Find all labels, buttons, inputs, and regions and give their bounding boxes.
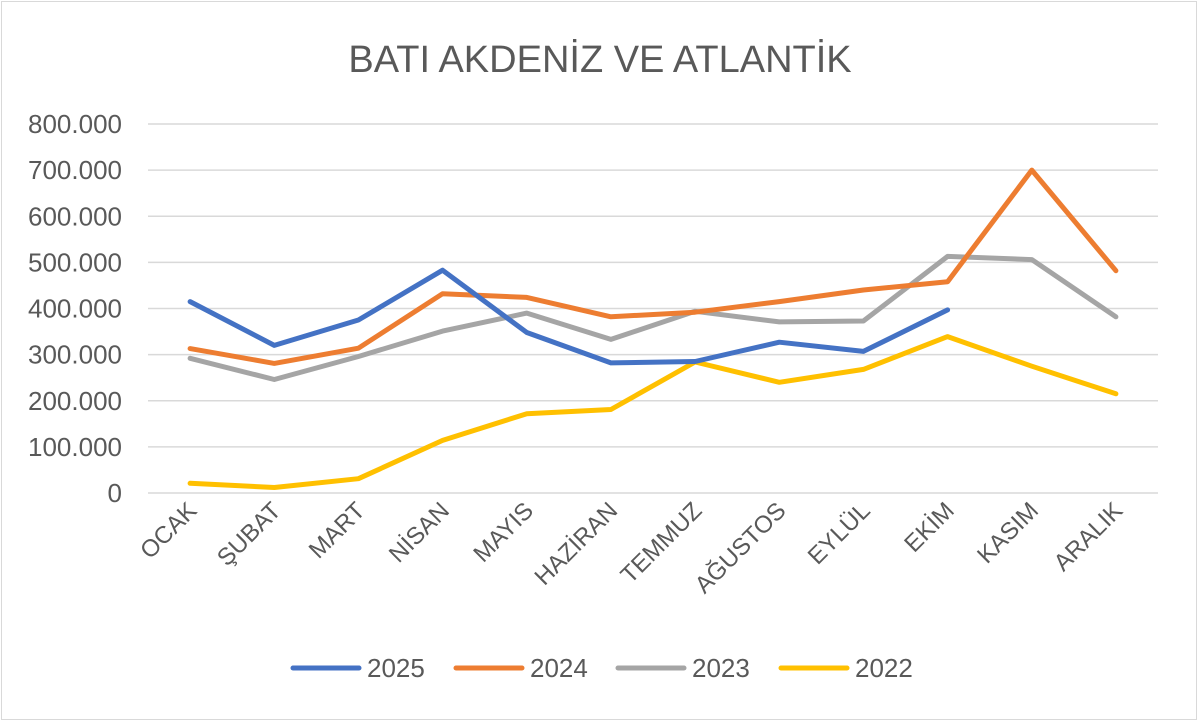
chart-title: BATI AKDENİZ VE ATLANTİK: [348, 38, 851, 81]
x-tick-label: EKİM: [899, 497, 960, 558]
legend-label-2025: 2025: [367, 653, 425, 683]
y-tick-label: 0: [108, 478, 122, 508]
x-tick-label: NİSAN: [384, 497, 455, 568]
y-tick-label: 200.000: [28, 386, 122, 416]
y-tick-label: 300.000: [28, 340, 122, 370]
x-tick-label: MART: [304, 497, 371, 564]
plot-series: [187, 167, 1119, 490]
x-tick-label: ŞUBAT: [212, 497, 287, 572]
series-line-2025: [187, 267, 951, 366]
series-line-2024: [187, 167, 1119, 366]
legend-label-2022: 2022: [855, 653, 913, 683]
legend: 2025 2024 2023 2022: [290, 653, 913, 683]
y-tick-label: 100.000: [28, 432, 122, 462]
y-tick-label: 500.000: [28, 247, 122, 277]
x-tick-label: EYLÜL: [803, 497, 876, 570]
x-tick-label: OCAK: [135, 497, 202, 564]
legend-label-2023: 2023: [692, 653, 750, 683]
x-tick-label: MAYIS: [468, 497, 539, 568]
gridlines: [148, 123, 1158, 494]
x-tick-label: HAZİRAN: [530, 497, 624, 591]
x-tick-label: AĞUSTOS: [690, 497, 792, 599]
y-tick-label: 400.000: [28, 294, 122, 324]
y-axis: 0 100.000 200.000 300.000 400.000 500.000 600.…: [28, 109, 122, 508]
legend-label-2024: 2024: [530, 653, 588, 683]
x-axis: OCAK ŞUBAT MART NİSAN MAYISHAZİRANTEMMUZAĞUS…: [135, 497, 1128, 599]
y-tick-label: 700.000: [28, 155, 122, 185]
series-line-2023: [187, 253, 1119, 382]
x-tick-label: KASIM: [972, 497, 1044, 569]
y-tick-label: 800.000: [28, 109, 122, 139]
series-line-2022: [187, 334, 1119, 490]
y-tick-label: 600.000: [28, 201, 122, 231]
x-tick-label: ARALIK: [1049, 497, 1128, 576]
